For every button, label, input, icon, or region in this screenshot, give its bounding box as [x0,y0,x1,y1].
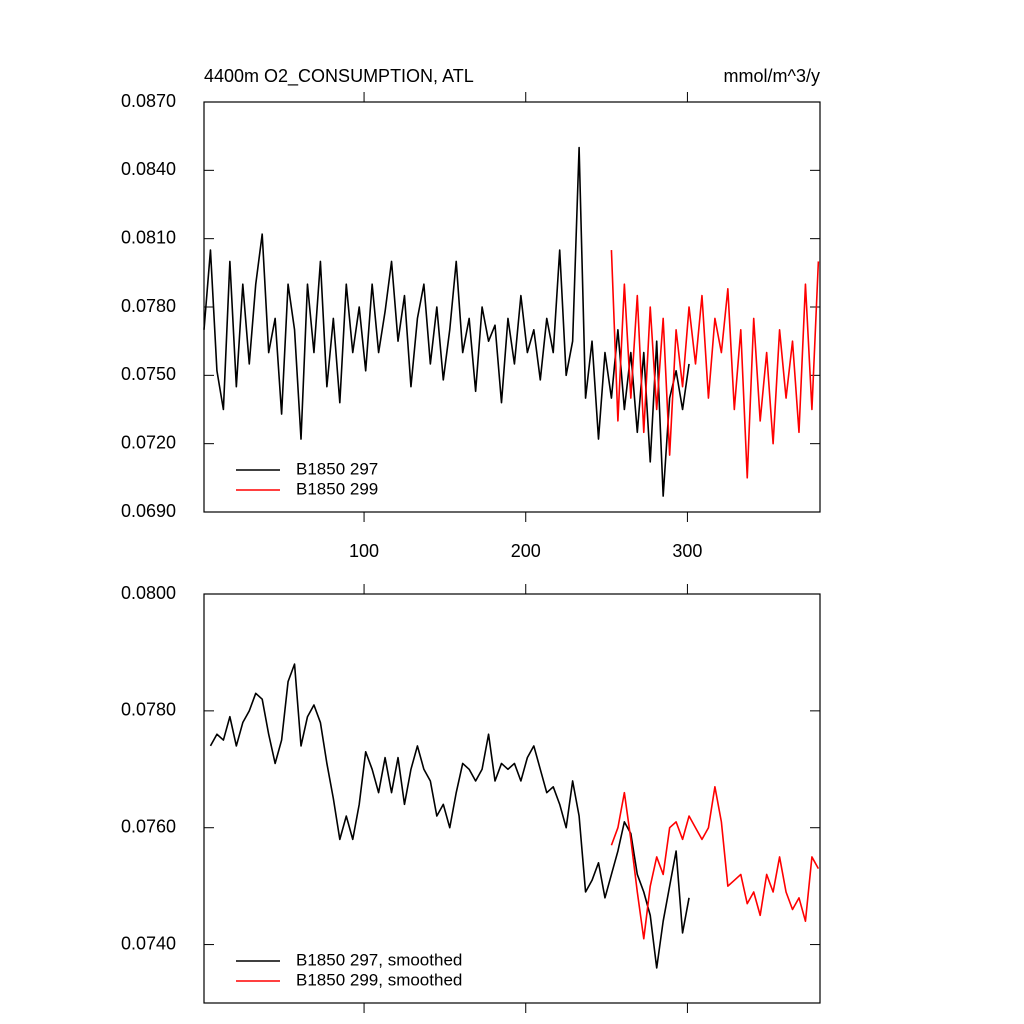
plot-frame [203,101,821,513]
legend-label: B1850 299, smoothed [296,970,462,989]
chart-title: 4400m O2_CONSUMPTION, ATL [204,66,474,87]
x-tick-label: 300 [672,541,702,561]
y-tick-label: 0.0720 [121,432,176,452]
y-tick-label: 0.0760 [121,816,176,836]
data-line [610,250,820,479]
data-line [209,663,690,969]
units-label: mmol/m^3/y [724,66,820,86]
y-tick-label: 0.0810 [121,227,176,247]
y-tick-label: 0.0780 [121,296,176,316]
x-tick-label: 100 [349,541,379,561]
y-tick-label: 0.0690 [121,501,176,521]
y-tick-label: 0.0780 [121,700,176,720]
y-tick-label: 0.0740 [121,933,176,953]
legend-label: B1850 297 [296,459,378,478]
y-tick-label: 0.0750 [121,364,176,384]
data-line [610,786,820,940]
legend-label: B1850 299 [296,479,378,498]
y-tick-label: 0.0840 [121,159,176,179]
legend-label: B1850 297, smoothed [296,950,462,969]
y-tick-label: 0.0800 [121,583,176,603]
x-tick-label: 200 [511,541,541,561]
data-line [203,146,690,497]
plot-frame [203,593,821,1004]
y-tick-label: 0.0870 [121,91,176,111]
